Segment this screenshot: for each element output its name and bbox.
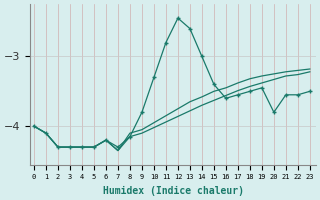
X-axis label: Humidex (Indice chaleur): Humidex (Indice chaleur) <box>103 186 244 196</box>
